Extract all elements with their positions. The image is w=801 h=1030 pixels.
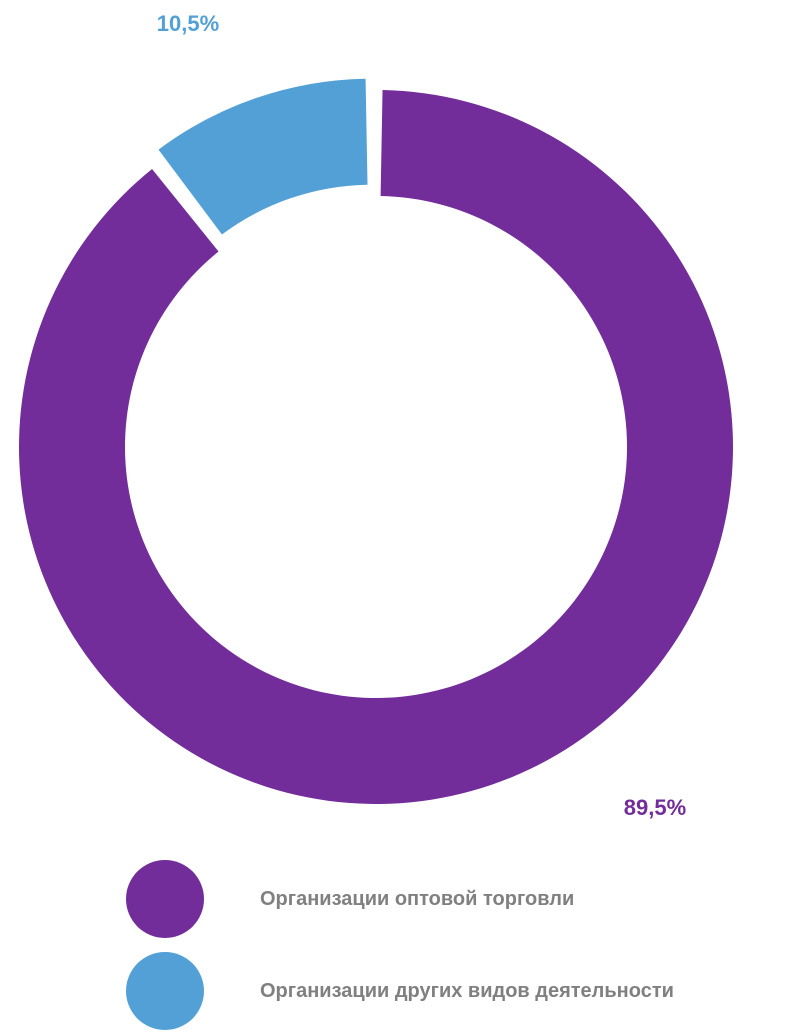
donut-slice-1 bbox=[18, 90, 733, 805]
legend: Организации оптовой торговли Организации… bbox=[126, 860, 796, 1030]
donut-chart: 89,5% 10,5% bbox=[18, 11, 733, 820]
legend-label-wholesale: Организации оптовой торговли bbox=[260, 887, 575, 910]
legend-swatch-other bbox=[126, 952, 204, 1030]
donut-slice-2 bbox=[158, 78, 368, 235]
legend-item-other: Организации других видов деятельности bbox=[126, 952, 796, 1030]
slice-label-1: 89,5% bbox=[624, 795, 686, 820]
donut-slices bbox=[18, 78, 733, 805]
legend-swatch-wholesale bbox=[126, 860, 204, 938]
slice-labels: 89,5% 10,5% bbox=[157, 11, 686, 820]
legend-label-other: Организации других видов деятельности bbox=[260, 979, 674, 1002]
legend-item-wholesale: Организации оптовой торговли bbox=[126, 860, 796, 938]
slice-label-2: 10,5% bbox=[157, 11, 219, 36]
